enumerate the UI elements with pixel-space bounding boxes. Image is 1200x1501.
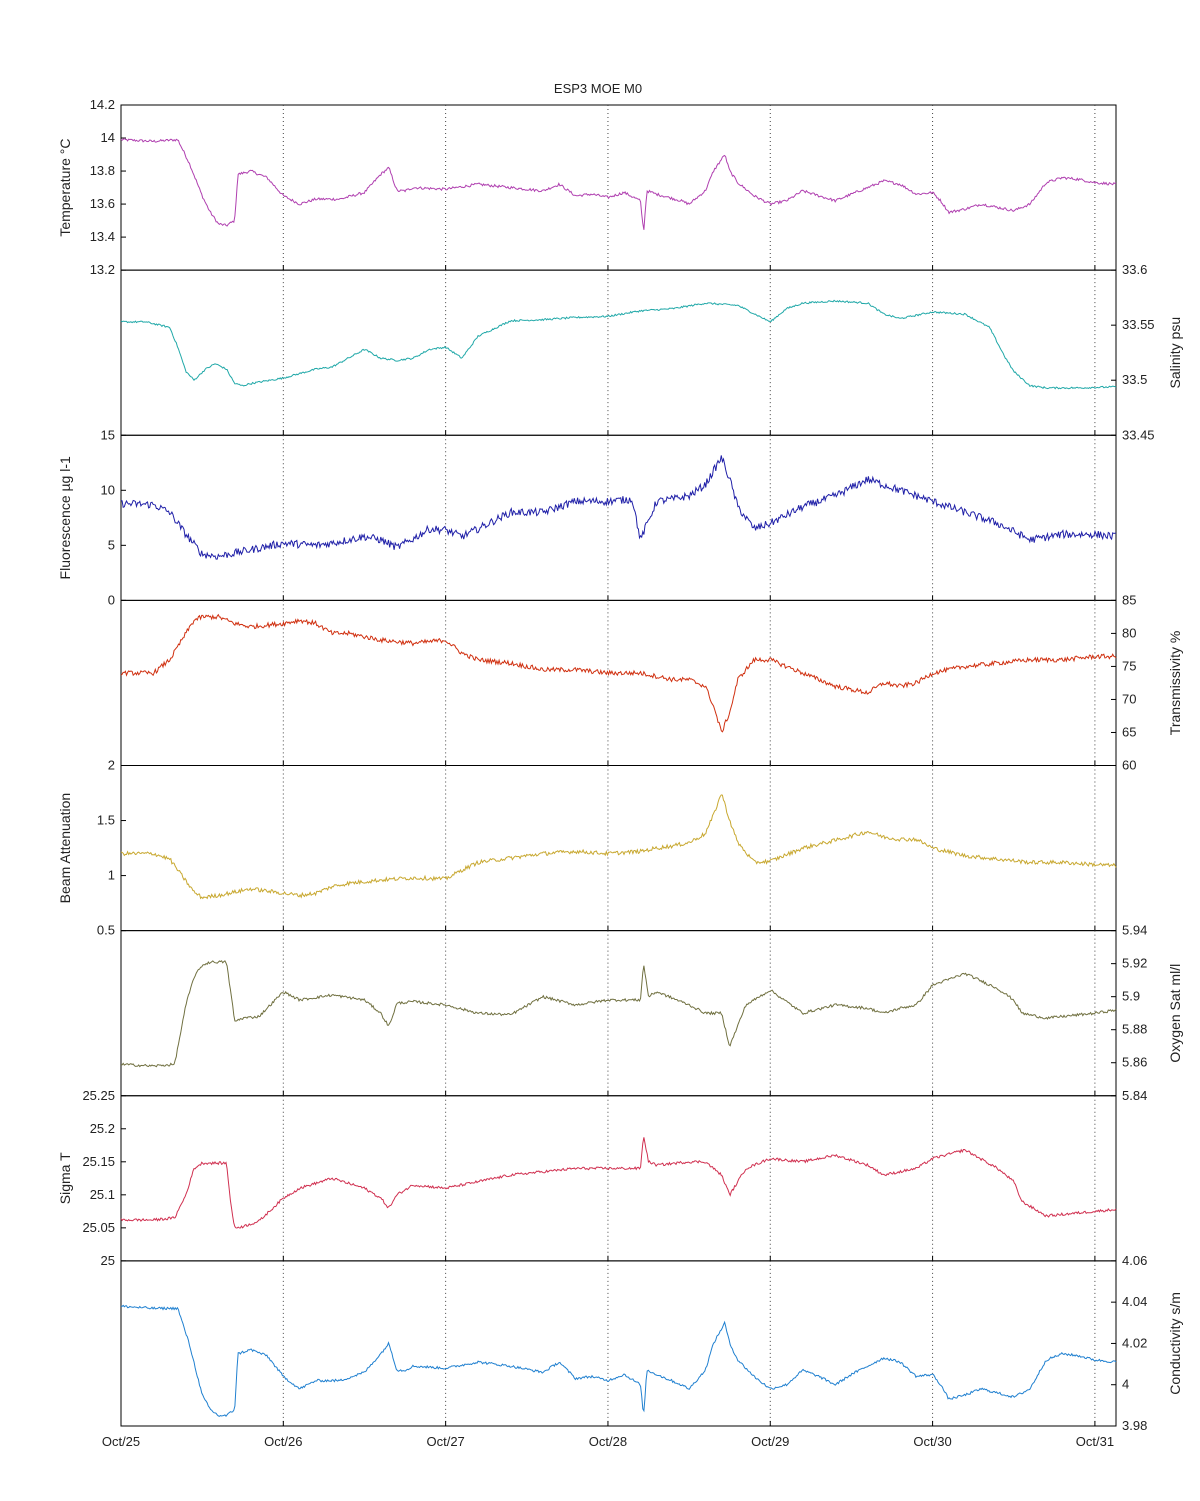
y-tick-label: 4.04: [1122, 1294, 1147, 1309]
chart-title: ESP3 MOE M0: [554, 81, 642, 96]
y-axis-label-salinity: Salinity psu: [1167, 317, 1183, 389]
y-tick-label: 14: [101, 130, 115, 145]
y-tick-label: 25: [101, 1253, 115, 1268]
y-tick-label: 70: [1122, 691, 1136, 706]
panel-frame: [120, 765, 1117, 932]
y-tick-label: 85: [1122, 592, 1136, 607]
x-tick-label: Oct/31: [1076, 1434, 1114, 1449]
panel-fluorescence: 0 5 10 15 Fluorescence µg l-1: [57, 427, 1117, 607]
y-tick-label: 5.88: [1122, 1022, 1147, 1037]
y-tick-label: 4.06: [1122, 1253, 1147, 1268]
x-tick-label: Oct/28: [589, 1434, 627, 1449]
y-tick-label: 10: [101, 482, 115, 497]
x-axis-tick-labels: Oct/25 Oct/26 Oct/27 Oct/28 Oct/29 Oct/30 Oct/…: [102, 1434, 1114, 1449]
y-tick-label: 5.9: [1122, 989, 1140, 1004]
panel-frame: [120, 434, 1117, 601]
y-tick-label: 14.2: [90, 97, 115, 112]
series-line-salinity: [120, 299, 1117, 390]
panel-sigma_t: 25 25.05 25.1 25.15 25.2 25.25 Sigma T: [57, 1088, 1117, 1268]
y-tick-label: 1.5: [97, 813, 115, 828]
panel-oxygen_sat: 5.84 5.86 5.88 5.9 5.92 5.94 Oxygen Sat ml/l: [120, 923, 1183, 1103]
y-tick-label: 25.2: [90, 1121, 115, 1136]
y-tick-label: 33.55: [1122, 317, 1155, 332]
y-tick-label: 33.5: [1122, 372, 1147, 387]
y-tick-label: 25.15: [82, 1154, 115, 1169]
x-tick-label: Oct/26: [264, 1434, 302, 1449]
y-tick-label: 33.45: [1122, 427, 1155, 442]
y-tick-label: 5: [108, 537, 115, 552]
panel-conductivity: 3.98 4 4.02 4.04 4.06 Conductivity s/m: [120, 1253, 1183, 1433]
y-tick-label: 13.6: [90, 196, 115, 211]
y-tick-label: 5.94: [1122, 923, 1147, 938]
series-line-transmissivity: [120, 613, 1117, 733]
series-line-oxygen_sat: [120, 960, 1117, 1068]
panel-beam_attenuation: 0.5 1 1.5 2 Beam Attenuation: [57, 758, 1117, 938]
y-tick-label: 25.1: [90, 1187, 115, 1202]
panel-frame: [120, 930, 1117, 1097]
y-axis-label-transmissivity: Transmissivity %: [1167, 631, 1183, 736]
y-tick-label: 0: [108, 592, 115, 607]
x-tick-label: Oct/29: [751, 1434, 789, 1449]
y-tick-label: 65: [1122, 724, 1136, 739]
y-tick-label: 5.86: [1122, 1055, 1147, 1070]
y-tick-label: 80: [1122, 625, 1136, 640]
series-line-temperature: [120, 137, 1117, 230]
y-tick-label: 15: [101, 427, 115, 442]
series-line-fluorescence: [120, 455, 1117, 560]
y-tick-label: 0.5: [97, 923, 115, 938]
y-tick-label: 60: [1122, 758, 1136, 773]
panel-frame: [120, 1095, 1117, 1262]
y-axis-label-oxygen_sat: Oxygen Sat ml/l: [1167, 964, 1183, 1063]
y-tick-label: 75: [1122, 658, 1136, 673]
panel-frame: [120, 104, 1117, 271]
y-axis-label-beam_attenuation: Beam Attenuation: [57, 793, 73, 904]
y-axis-label-fluorescence: Fluorescence µg l-1: [57, 456, 73, 579]
y-tick-label: 13.4: [90, 229, 115, 244]
series-line-conductivity: [120, 1304, 1117, 1417]
y-axis-label-conductivity: Conductivity s/m: [1167, 1292, 1183, 1395]
y-tick-label: 4: [1122, 1377, 1129, 1392]
y-tick-label: 13.8: [90, 163, 115, 178]
y-axis-label-temperature: Temperature °C: [57, 138, 73, 236]
y-tick-label: 25.25: [82, 1088, 115, 1103]
panel-salinity: 33.45 33.5 33.55 33.6 Salinity psu: [120, 262, 1183, 442]
y-tick-label: 33.6: [1122, 262, 1147, 277]
y-tick-label: 2: [108, 758, 115, 773]
series-line-sigma_t: [120, 1137, 1117, 1229]
y-tick-label: 5.92: [1122, 956, 1147, 971]
panel-transmissivity: 60 65 70 75 80 85 Transmissivity %: [120, 592, 1183, 773]
y-axis-label-sigma_t: Sigma T: [57, 1152, 73, 1204]
y-tick-label: 3.98: [1122, 1418, 1147, 1433]
x-tick-label: Oct/27: [426, 1434, 464, 1449]
y-tick-label: 13.2: [90, 262, 115, 277]
x-tick-label: Oct/30: [913, 1434, 951, 1449]
panel-frame: [120, 1260, 1117, 1427]
y-tick-label: 1: [108, 868, 115, 883]
panel-temperature: 13.2 13.4 13.6 13.8 14 14.2 Temperature °C: [57, 97, 1117, 277]
y-tick-label: 4.02: [1122, 1335, 1147, 1350]
y-tick-label: 5.84: [1122, 1088, 1147, 1103]
x-tick-label: Oct/25: [102, 1434, 140, 1449]
series-line-beam_attenuation: [120, 794, 1117, 900]
panel-frame: [120, 269, 1117, 436]
y-tick-label: 25.05: [82, 1220, 115, 1235]
